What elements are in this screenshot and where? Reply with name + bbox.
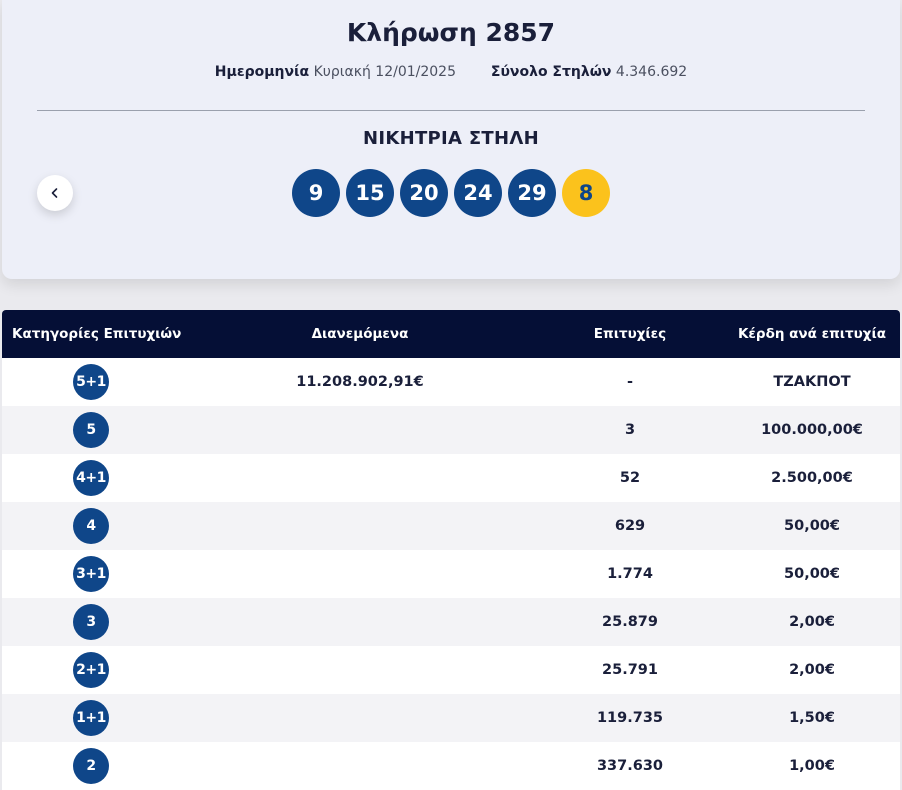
table-body: 5+1 11.208.902,91€ - ΤΖΑΚΠΟΤ 5 3 100.000… — [2, 358, 900, 790]
header-distributed: Διανεμόμενα — [311, 326, 409, 342]
prize-cell: 2,00€ — [789, 614, 835, 630]
winning-number-ball: 15 — [346, 169, 394, 217]
distributed-cell — [260, 502, 460, 550]
prize-cell: ΤΖΑΚΠΟΤ — [773, 374, 851, 390]
previous-draw-button[interactable] — [37, 175, 73, 211]
prize-cell: 2.500,00€ — [771, 470, 853, 486]
table-row: 2 337.630 1,00€ — [2, 742, 900, 790]
winners-cell: 25.879 — [602, 614, 658, 630]
distributed-cell — [260, 454, 460, 502]
draw-card: Κλήρωση 2857 Ημερομηνία Κυριακή 12/01/20… — [2, 0, 900, 279]
table-row: 3 25.879 2,00€ — [2, 598, 900, 646]
divider — [37, 110, 865, 111]
winners-cell: 119.735 — [596, 710, 664, 726]
winners-cell: 3 — [624, 422, 636, 438]
winning-number-ball: 20 — [400, 169, 448, 217]
date-value: Κυριακή 12/01/2025 — [313, 64, 456, 80]
chevron-left-icon — [51, 188, 58, 198]
prize-cell: 50,00€ — [784, 566, 840, 582]
prize-cell: 2,00€ — [789, 662, 835, 678]
winners-cell: 52 — [619, 470, 641, 486]
prize-cell: 50,00€ — [784, 518, 840, 534]
total-columns-label: Σύνολο Στηλών — [490, 64, 612, 80]
winners-cell: 337.630 — [596, 758, 664, 774]
winners-cell: - — [626, 374, 634, 390]
category-badge: 1+1 — [73, 700, 109, 736]
distributed-cell — [260, 742, 460, 790]
joker-number-ball: 8 — [562, 169, 610, 217]
category-badge: 2 — [73, 748, 109, 784]
total-columns-value: 4.346.692 — [615, 64, 688, 80]
category-badge: 4+1 — [73, 460, 109, 496]
category-badge: 4 — [73, 508, 109, 544]
date-label: Ημερομηνία — [214, 64, 310, 80]
header-category: Κατηγορίες Επιτυχιών — [12, 326, 182, 342]
table-row: 1+1 119.735 1,50€ — [2, 694, 900, 742]
table-header: Κατηγορίες Επιτυχιών Διανεμόμενα Επιτυχί… — [2, 310, 900, 358]
category-badge: 5+1 — [73, 364, 109, 400]
header-prize: Κέρδη ανά επιτυχία — [737, 326, 887, 342]
distributed-cell — [260, 406, 460, 454]
distributed-cell — [260, 550, 460, 598]
table-row: 4 629 50,00€ — [2, 502, 900, 550]
table-row: 3+1 1.774 50,00€ — [2, 550, 900, 598]
category-badge: 3 — [73, 604, 109, 640]
distributed-cell — [260, 694, 460, 742]
prize-cell: 100.000,00€ — [761, 422, 863, 438]
winners-cell: 25.791 — [602, 662, 658, 678]
table-row: 5 3 100.000,00€ — [2, 406, 900, 454]
winning-number-ball: 9 — [292, 169, 340, 217]
category-badge: 2+1 — [73, 652, 109, 688]
winning-numbers: 9 15 20 24 29 8 — [2, 169, 900, 217]
table-row: 4+1 52 2.500,00€ — [2, 454, 900, 502]
table-row: 5+1 11.208.902,91€ - ΤΖΑΚΠΟΤ — [2, 358, 900, 406]
draw-title: Κλήρωση 2857 — [346, 18, 556, 47]
prize-table: Κατηγορίες Επιτυχιών Διανεμόμενα Επιτυχί… — [2, 310, 900, 790]
category-badge: 5 — [73, 412, 109, 448]
winners-cell: 629 — [614, 518, 646, 534]
winning-number-ball: 24 — [454, 169, 502, 217]
prize-cell: 1,00€ — [789, 758, 835, 774]
winners-cell: 1.774 — [607, 566, 653, 582]
prize-cell: 1,50€ — [789, 710, 835, 726]
header-winners: Επιτυχίες — [593, 326, 667, 342]
winning-column-label: ΝΙΚΗΤΡΙΑ ΣΤΗΛΗ — [363, 128, 539, 149]
draw-meta: Ημερομηνία Κυριακή 12/01/2025 Σύνολο Στη… — [2, 64, 900, 80]
category-badge: 3+1 — [73, 556, 109, 592]
table-row: 2+1 25.791 2,00€ — [2, 646, 900, 694]
distributed-cell — [260, 646, 460, 694]
winning-number-ball: 29 — [508, 169, 556, 217]
distributed-cell — [260, 598, 460, 646]
distributed-cell: 11.208.902,91€ — [296, 374, 424, 390]
